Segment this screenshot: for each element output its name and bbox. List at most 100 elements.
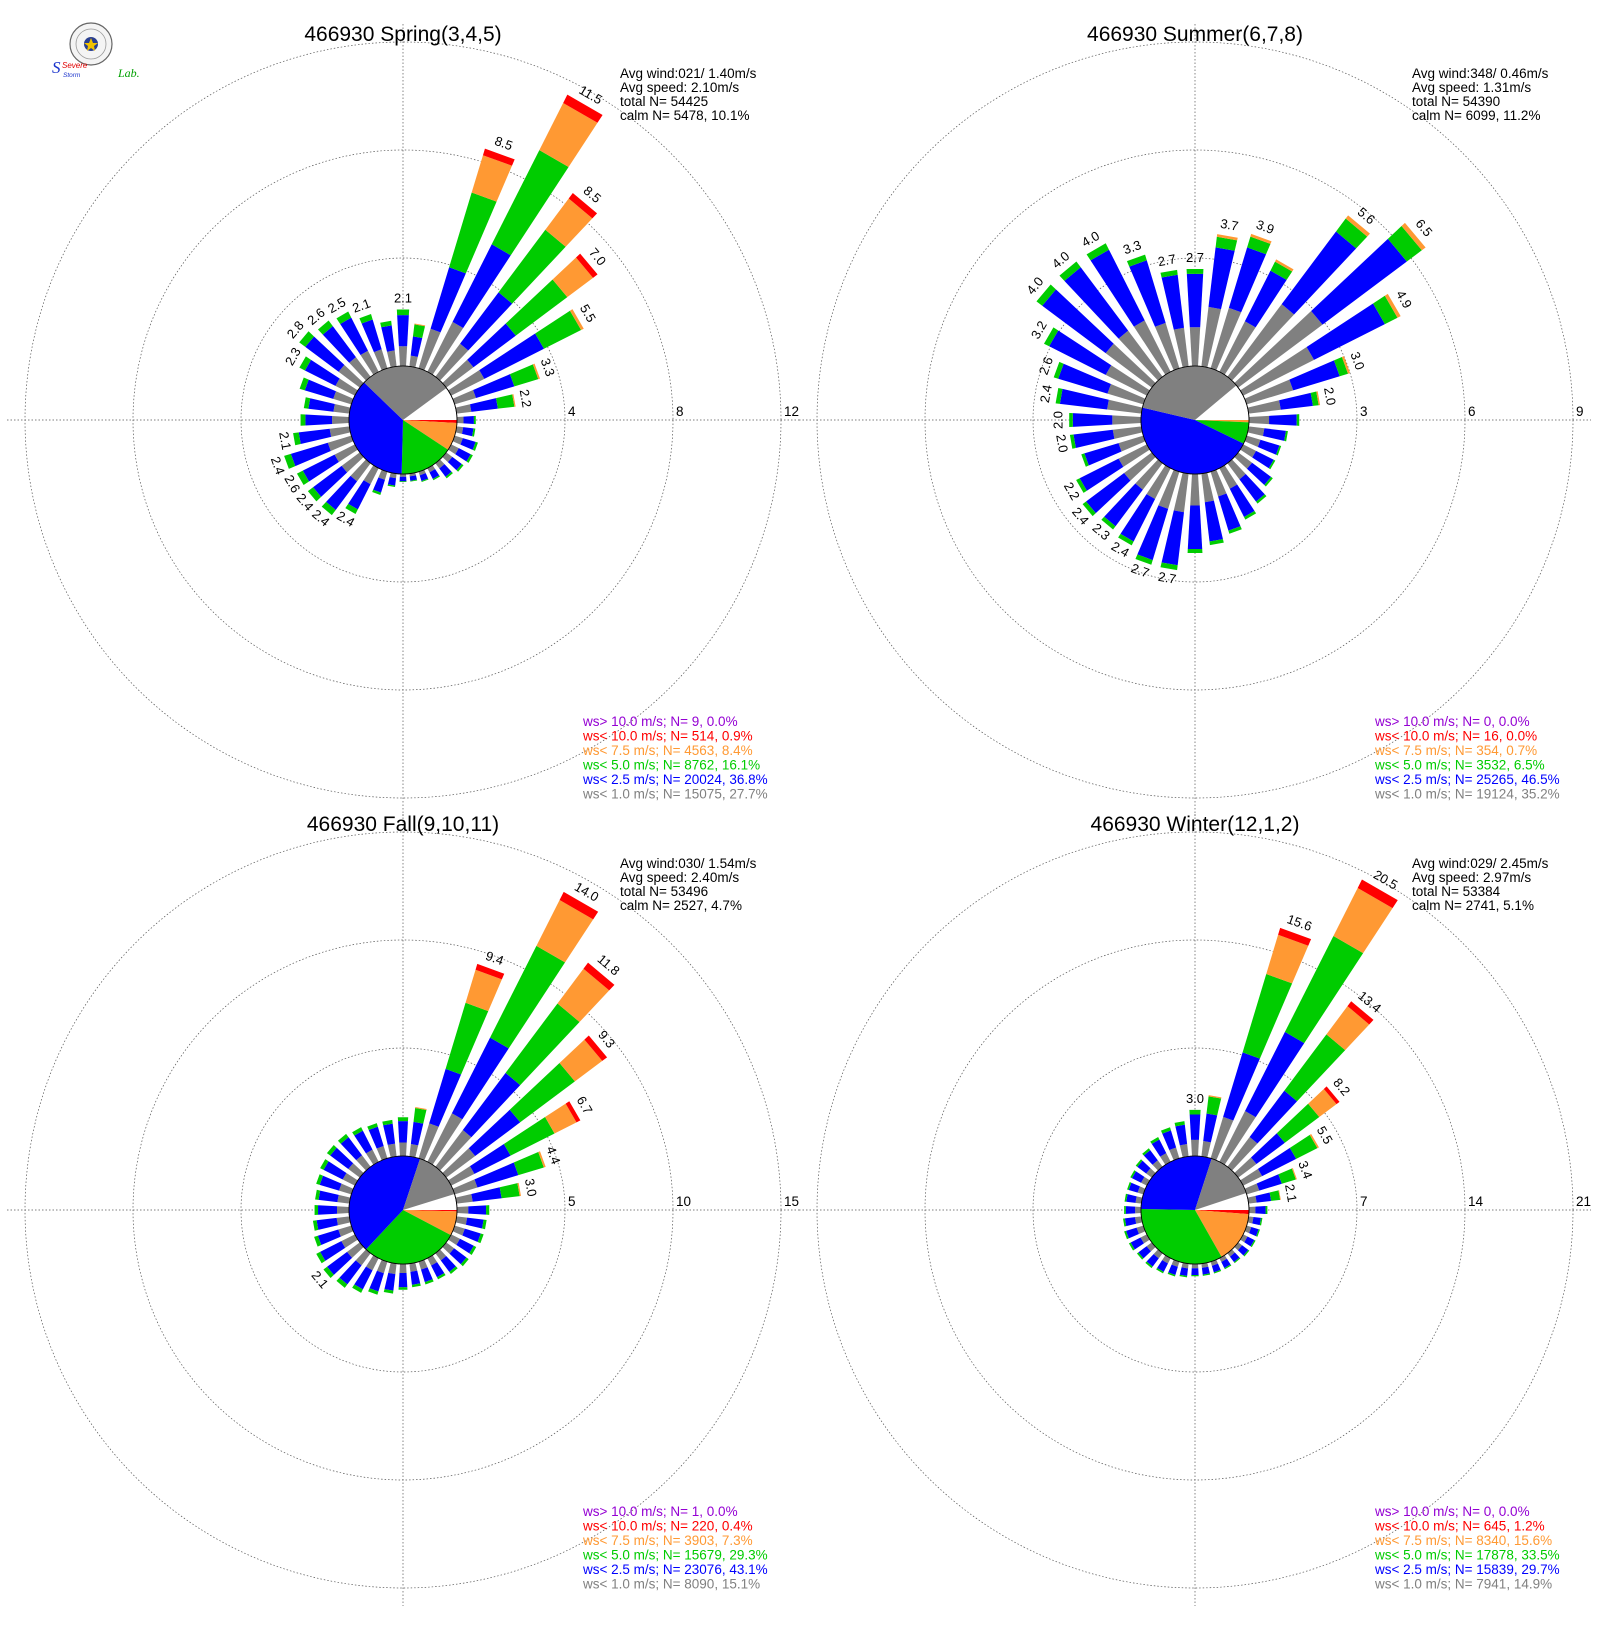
rose-bar-segment [304,379,336,399]
pie-slice [1195,420,1249,444]
rose-bar-segment [299,377,309,391]
rose-bar-segment [512,394,516,407]
rose-bar-segment [429,469,440,480]
rose-bar-segment [387,477,397,486]
rose-bar-segment [1250,1239,1256,1248]
rose-bar-segment [361,319,382,353]
ring-label: 12 [784,404,799,419]
rose-bar-segment [1229,1252,1240,1263]
rose-bar-segment [323,1266,334,1279]
rose-bar-segment [1156,1267,1164,1274]
rose-bar-label: 3.9 [1254,217,1276,237]
rose-bar-segment [349,357,371,381]
rose-bar-segment [471,155,512,202]
rose-bar-segment [1249,1090,1298,1144]
rose-bar-segment [1247,1195,1257,1204]
rose-bar-segment [1401,222,1426,251]
rose-bar-label: 4.0 [1079,228,1102,250]
rose-bar-segment [1127,1182,1132,1190]
rose-bar-segment [460,1257,469,1267]
ring-1 [1032,257,1358,583]
pie-outline [1140,365,1250,475]
rose-bar-segment [1133,320,1171,375]
calm-count-text: calm N= 6099, 11.2% [1412,108,1540,123]
legend-entry: ws< 5.0 m/s; N= 8762, 16.1% [582,758,760,773]
rose-bar-segment [1160,1153,1171,1165]
rose-bar-segment [336,1216,351,1226]
rose-bar-label: 5.5 [577,302,599,325]
rose-bar-segment [1278,927,1312,946]
rose-bar-segment [318,1205,338,1215]
rose-bar-segment [539,102,598,167]
rose-bar-segment [455,448,471,462]
rose-bar-segment [320,1241,346,1261]
rose-bar-segment [322,326,356,363]
rose-bar-segment [1186,273,1204,328]
rose-bar-label: 6.7 [574,1094,596,1117]
rose-bar-segment [1310,391,1319,406]
rose-bar-segment [397,315,409,347]
rose-bar-segment [410,1270,421,1285]
ring-label: 7 [1360,1194,1368,1209]
rose-bar-segment [336,1277,348,1288]
legend-entry: ws< 7.5 m/s; N= 8340, 15.6% [1374,1533,1552,1548]
rose-bar-label: 2.3 [282,345,304,368]
rose-bar-segment [333,404,351,414]
wind-rose-summer: 3 6 92.73.7 3.9 5.66.54.93.02.02.72.72.42.32… [799,23,1591,816]
pie-slice [1195,1210,1249,1215]
rose-bar-segment [1124,452,1156,481]
rose-bar-segment [1145,1261,1153,1269]
rose-bar-label: 3.3 [538,356,558,378]
rose-bar-segment [1081,453,1089,467]
rose-bar-segment [337,1194,351,1204]
rose-bar-segment [409,1144,419,1158]
rose-bar-segment [475,963,505,980]
rose-bar-label: 9.4 [484,948,506,968]
rose-bar-segment [1122,1218,1127,1227]
rose-bar-segment [1211,1263,1221,1273]
ring-1 [240,257,566,583]
rose-bar-label: 2.7 [1157,569,1177,587]
rose-bar-segment [1179,1267,1189,1277]
avg-wind-text: Avg wind:348/ 0.46m/s [1412,66,1549,81]
rose-bar-segment [1248,415,1270,425]
legend-entry: ws< 1.0 m/s; N= 15075, 27.7% [582,787,768,802]
rose-bar-segment [1135,1159,1143,1167]
rose-bar-segment [1204,500,1223,542]
rose-bar-segment [315,1189,321,1200]
rose-bar-segment [1125,1206,1136,1214]
rose-bar-label: 2.7 [1129,560,1151,580]
rose-bar-segment [347,1242,364,1258]
rose-bar-segment [1219,465,1238,489]
rose-bar-segment [330,1147,354,1170]
rose-bar-segment [1189,1114,1201,1140]
rose-bar-segment [1082,501,1096,517]
rose-bar-label: 2.1 [1282,1183,1300,1203]
ring-label: 5 [568,1194,576,1209]
rose-bar-segment [381,325,395,352]
ring-2 [924,149,1466,691]
rose-bar-segment [468,1205,487,1215]
rose-bar-segment [1244,379,1294,405]
rose-bar-segment [1201,1141,1211,1158]
rose-bar-segment [1118,435,1146,452]
pie-slice [401,420,449,474]
rose-bar-segment [517,1182,521,1197]
pie-slice [1141,1156,1212,1210]
rose-bar-segment [396,309,410,316]
legend-entry: ws< 10.0 m/s; N= 645, 1.2% [1374,1519,1545,1534]
avg-speed-text: Avg speed: 1.31m/s [1412,80,1531,95]
rose-bar-segment [410,1121,424,1146]
ring-label: 8 [676,404,684,419]
rose-bar-segment [1150,1137,1160,1144]
pie-slice [349,1156,421,1250]
rose-bar-segment [1268,459,1276,470]
legend-entry: ws> 10.0 m/s; N= 0, 0.0% [1374,1504,1530,1519]
rose-bar-segment [455,1216,468,1225]
rose-bar-segment [462,427,474,437]
legend-entry: ws> 10.0 m/s; N= 0, 0.0% [1374,714,1530,729]
rose-bar-segment [1224,1264,1232,1270]
rose-bar-segment [305,336,345,372]
rose-bar-label: 3.2 [1028,318,1050,341]
